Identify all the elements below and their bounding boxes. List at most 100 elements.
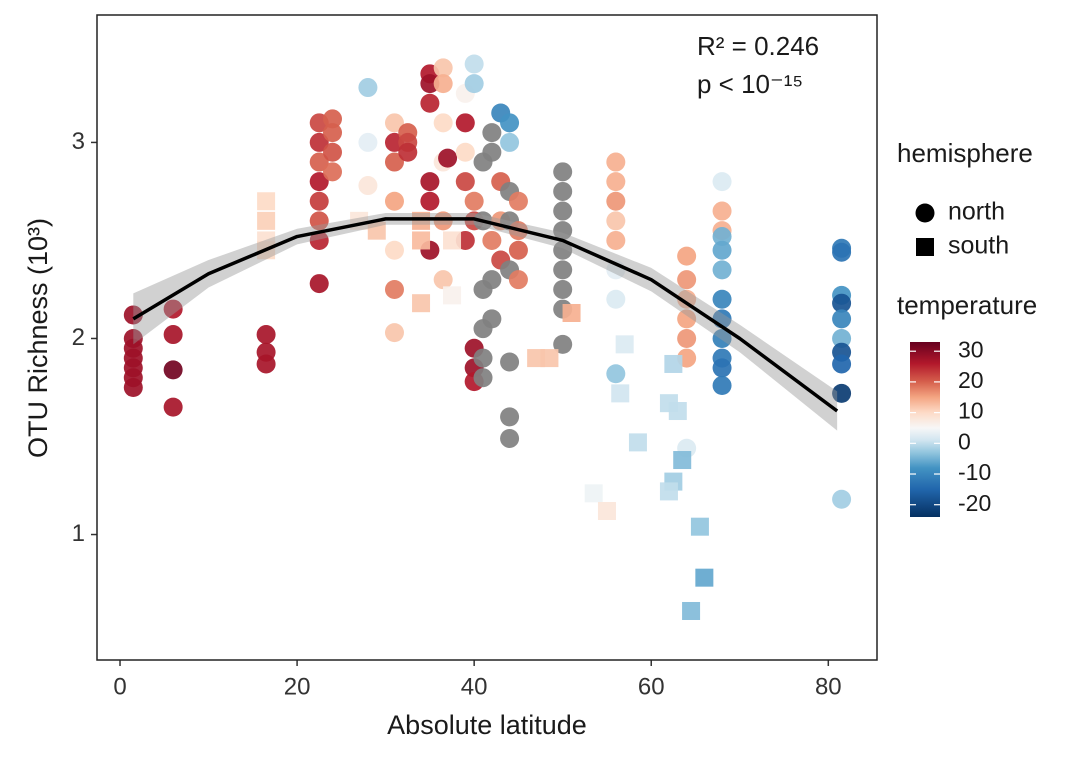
point [615,335,634,354]
point [443,231,462,250]
point [464,54,484,74]
point [832,328,852,348]
point [482,270,502,290]
point [606,230,626,250]
point [433,270,453,290]
point [473,348,493,368]
x-tick-label: 60 [638,673,665,700]
y-tick-label: 3 [72,128,85,155]
point [712,358,732,378]
legend-symbol [916,238,934,256]
point [500,428,520,448]
point [433,211,453,231]
point [677,309,697,329]
fit-line [132,217,839,413]
point [606,211,626,231]
point [309,132,329,152]
point [673,451,692,470]
point [384,191,404,211]
point [257,192,276,211]
point [712,376,732,396]
point [712,240,732,260]
point [553,201,573,221]
point [309,230,329,250]
point [420,74,440,94]
point [500,132,520,152]
point [832,354,852,374]
point [832,293,852,313]
point [712,172,732,192]
point [455,172,475,192]
x-tick-label: 40 [461,673,488,700]
point [540,349,559,368]
point [628,433,647,452]
point [464,191,484,211]
point [455,142,475,162]
point [412,294,431,313]
point [712,289,732,309]
point [664,354,683,373]
point [712,260,732,280]
point [323,162,343,182]
point [433,58,453,78]
point [500,113,520,133]
point [659,482,678,501]
point [482,123,502,143]
point [584,484,603,503]
point [553,162,573,182]
point [695,568,714,587]
point [256,325,276,345]
legend-symbol [915,203,935,223]
point [606,172,626,192]
plot-border [96,14,878,661]
point [455,113,475,133]
point [677,328,697,348]
point [482,142,502,162]
x-axis-label: Absolute latitude [387,710,587,740]
y-tick-label: 1 [72,520,85,547]
point [682,601,701,620]
colorbar-label: -20 [958,490,991,516]
point [668,402,687,421]
point [323,109,343,129]
point [832,309,852,329]
point [123,305,143,325]
point [473,368,493,388]
point [832,489,852,509]
point [309,152,329,172]
point [832,383,852,403]
legend-label: north [948,198,1005,226]
point [606,289,626,309]
colorbar-label: -10 [958,459,991,485]
point [832,242,852,262]
point [606,364,626,384]
point [611,384,630,403]
colorbar-label: 10 [958,398,984,424]
point [420,191,440,211]
colorbar-label: 20 [958,367,984,393]
annotation: R² = 0.246 [697,31,819,61]
point [553,240,573,260]
point [420,93,440,113]
point [398,142,418,162]
point [309,274,329,294]
colorbar-label: 0 [958,428,971,454]
point [553,260,573,280]
point [163,299,183,319]
point [508,191,528,211]
point [256,354,276,374]
point [482,230,502,250]
point [677,270,697,290]
legend-label: south [948,232,1009,260]
x-tick-label: 0 [113,673,126,700]
point [384,113,404,133]
point [358,132,378,152]
point [553,279,573,299]
point [358,176,378,196]
point [358,78,378,98]
point [163,325,183,345]
point [712,328,732,348]
point [438,148,458,168]
point [508,240,528,260]
